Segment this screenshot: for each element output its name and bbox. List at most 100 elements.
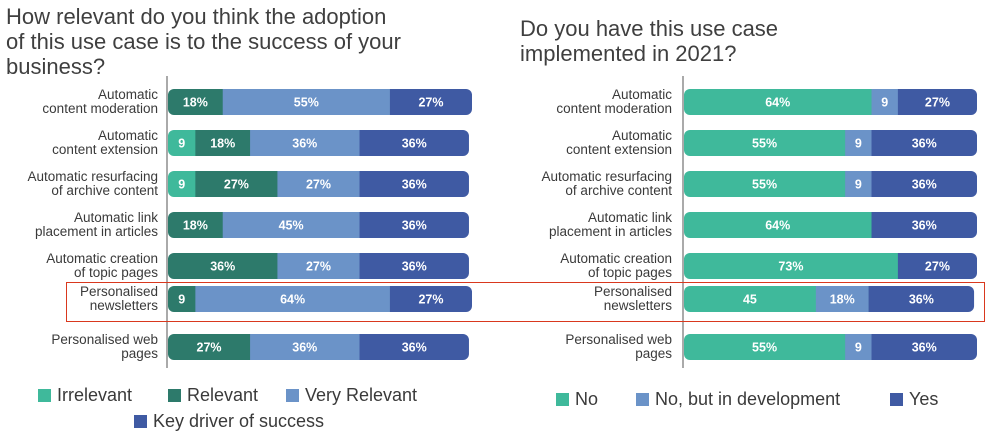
right-bar-segment: [845, 130, 873, 156]
right-data-label: 9: [855, 137, 862, 151]
legend-label-key-driver: Key driver of success: [153, 411, 325, 431]
right-data-label: 55%: [752, 178, 777, 192]
right-bar-segment: [845, 334, 873, 360]
right-data-label: 64%: [765, 96, 790, 110]
right-title-line-1: Do you have this use case: [520, 16, 779, 41]
right-data-label: 18%: [830, 293, 855, 307]
left-data-label: 27%: [197, 341, 222, 355]
right-bar-segment: [684, 130, 846, 156]
left-bar-segment: [389, 286, 472, 312]
right-category-label: Automatic content moderation: [556, 87, 672, 116]
right-data-label: 9: [855, 178, 862, 192]
legend-swatch-irrelevant: [38, 389, 51, 402]
legend-label-very-relevant: Very Relevant: [305, 385, 418, 405]
right-data-label: 36%: [912, 178, 937, 192]
right-category-label: Automatic creation of topic pages: [560, 251, 672, 280]
legend-swatch-key-driver: [134, 415, 147, 428]
legend-irrelevant: Irrelevant: [38, 385, 132, 406]
left-data-label: 27%: [418, 96, 443, 110]
right-bar-segment: [871, 130, 977, 156]
left-bar-segment: [168, 212, 224, 238]
right-data-label: 27%: [925, 260, 950, 274]
left-bar-segment: [195, 130, 251, 156]
left-bar-row: [168, 171, 469, 197]
right-bar-segment: [684, 334, 846, 360]
left-title-line-3: business?: [6, 54, 106, 79]
left-bar-segment: [359, 253, 469, 279]
left-bar-segment: [359, 212, 469, 238]
left-category-label: Personalised newsletters: [80, 284, 158, 313]
left-category-label-line: placement in articles: [35, 224, 158, 239]
legend-label-yes: Yes: [909, 389, 939, 409]
left-title-line-2: of this use case is to the success of yo…: [6, 29, 401, 54]
left-bar-segment: [277, 253, 361, 279]
right-title-line-2: implemented in 2021?: [520, 41, 737, 66]
right-data-label: 55%: [752, 137, 777, 151]
left-category-label: Automatic content moderation: [42, 87, 158, 116]
left-category-label-line: Personalised web: [51, 332, 158, 347]
left-bar-row: [168, 253, 469, 279]
right-data-label: 9: [855, 341, 862, 355]
legend-label-relevant: Relevant: [187, 385, 259, 405]
left-data-label: 36%: [292, 341, 317, 355]
right-category-label-line: Personalised web: [565, 332, 672, 347]
right-bar-segment: [897, 89, 977, 115]
left-data-label: 36%: [402, 178, 427, 192]
right-data-label: 36%: [909, 293, 934, 307]
right-bar-segment: [871, 171, 977, 197]
left-category-label: Automatic creation of topic pages: [46, 251, 158, 280]
left-bar-segment: [222, 212, 361, 238]
right-data-label: 64%: [765, 219, 790, 233]
legend-swatch-no-in-development: [636, 393, 649, 406]
left-bar-segment: [195, 286, 391, 312]
right-data-label: 36%: [912, 137, 937, 151]
left-data-label: 27%: [224, 178, 249, 192]
left-category-label-line: Automatic: [98, 128, 158, 143]
left-data-label: 27%: [306, 178, 331, 192]
right-category-label-line: pages: [635, 346, 672, 361]
right-category-label-line: Automatic link: [588, 210, 672, 225]
left-bar-segment: [168, 253, 278, 279]
left-category-label: Automatic link placement in articles: [35, 210, 158, 239]
left-data-label: 55%: [294, 96, 319, 110]
left-bar-segment: [168, 130, 196, 156]
legend-label-no-in-development: No, but in development: [655, 389, 841, 409]
right-bar-segment: [684, 253, 899, 279]
right-data-label: 36%: [912, 219, 937, 233]
left-bar-row: [168, 212, 469, 238]
right-bar-segment: [845, 171, 873, 197]
right-category-label-line: Automatic resurfacing: [541, 169, 672, 184]
right-bar-segment: [684, 171, 846, 197]
right-data-label: 36%: [912, 341, 937, 355]
right-category-label-line: of topic pages: [588, 265, 672, 280]
right-data-label: 9: [881, 96, 888, 110]
left-data-label: 36%: [402, 341, 427, 355]
legend-label-irrelevant: Irrelevant: [57, 385, 133, 405]
left-bar-segment: [250, 334, 361, 360]
right-data-label: 27%: [925, 96, 950, 110]
right-bar-row: [684, 171, 977, 197]
left-category-label-line: of archive content: [51, 183, 158, 198]
left-data-label: 36%: [292, 137, 317, 151]
right-data-label: 45: [743, 293, 757, 307]
left-bar-segment: [168, 171, 196, 197]
right-bar-row: [684, 212, 977, 238]
right-category-label-line: Automatic: [612, 128, 672, 143]
right-bar-segment: [871, 334, 977, 360]
right-category-label-line: placement in articles: [549, 224, 672, 239]
left-data-label: 36%: [402, 260, 427, 274]
right-bar-row: [684, 130, 977, 156]
left-data-label: 9: [178, 178, 185, 192]
legend-swatch-relevant: [168, 389, 181, 402]
legend-label-no: No: [575, 389, 599, 409]
legend-relevant: Relevant: [168, 385, 258, 406]
right-category-label-line: content moderation: [556, 101, 672, 116]
right-bar-segment: [815, 286, 870, 312]
left-category-label-line: Personalised: [80, 284, 158, 299]
left-bar-row: [168, 130, 469, 156]
legend-swatch-yes: [890, 393, 903, 406]
left-data-label: 36%: [210, 260, 235, 274]
left-bar-segment: [168, 89, 224, 115]
right-category-label: Personalised newsletters: [594, 284, 672, 313]
